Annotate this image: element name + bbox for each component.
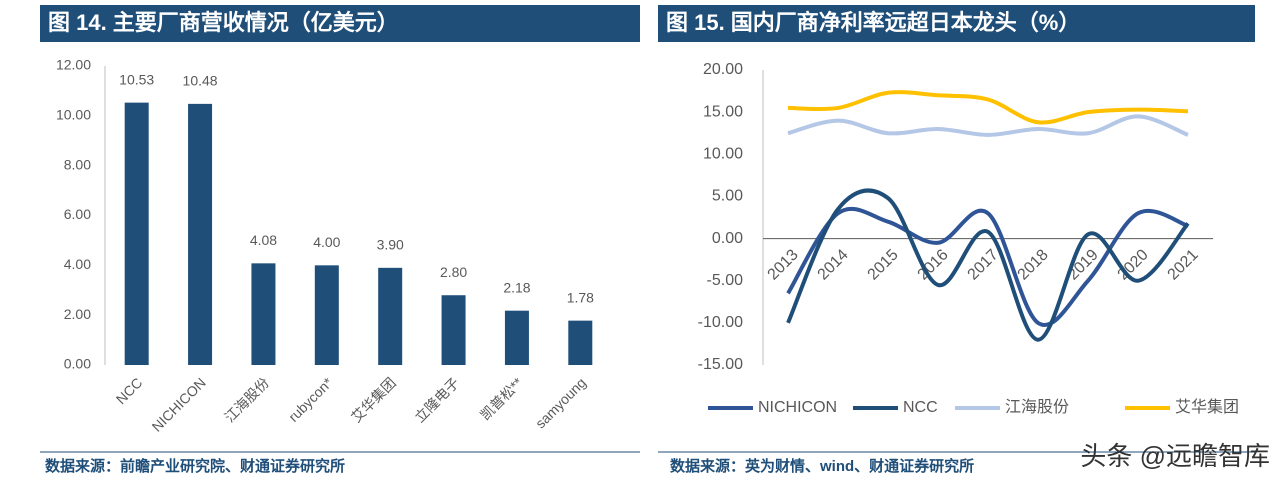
- y-tick-label: 12.00: [56, 57, 91, 73]
- x-tick-label: 凯普松**: [477, 374, 526, 423]
- x-tick-label: 2018: [1015, 246, 1052, 283]
- legend-label: NICHICON: [758, 399, 837, 416]
- x-tick-label: 2017: [965, 246, 1002, 283]
- x-tick-label: rubycon*: [285, 374, 336, 425]
- bar: [251, 263, 276, 365]
- x-tick-label: 立隆电子: [411, 374, 462, 425]
- y-tick-label: 2.00: [64, 306, 91, 322]
- legend-label: 艾华集团: [1175, 398, 1239, 416]
- chart-title: 图 15. 国内厂商净利率远超日本龙头（%）: [666, 10, 1080, 35]
- y-tick-label: 0.00: [712, 230, 743, 247]
- x-tick-label: samyoung: [532, 374, 589, 431]
- y-tick-label: 0.00: [64, 356, 91, 372]
- line-series: [787, 114, 1189, 137]
- value-label: 10.48: [183, 73, 218, 89]
- header-bar: [658, 5, 1255, 42]
- value-label: 4.08: [250, 232, 277, 248]
- bar: [504, 310, 529, 365]
- legend-label: NCC: [903, 399, 938, 416]
- x-tick-label: NCC: [113, 374, 146, 407]
- y-tick-label: -5.00: [707, 272, 744, 289]
- x-tick-label: 艾华集团: [348, 374, 399, 425]
- bar: [568, 320, 593, 365]
- y-tick-label: 4.00: [64, 256, 91, 272]
- y-tick-label: 20.00: [703, 61, 743, 78]
- x-tick-label: NICHICON: [149, 374, 209, 434]
- y-tick-label: 15.00: [703, 103, 743, 120]
- legend-label: 江海股份: [1005, 398, 1069, 416]
- y-tick-label: 10.00: [56, 107, 91, 123]
- line-series: [786, 188, 1190, 342]
- x-tick-label: 2014: [815, 246, 852, 283]
- header-bar: [40, 5, 640, 42]
- value-label: 2.18: [503, 279, 530, 295]
- bar: [124, 102, 149, 365]
- x-tick-label: 2015: [865, 246, 902, 283]
- bar: [314, 265, 339, 365]
- value-label: 3.90: [377, 237, 404, 253]
- chart-title: 图 14. 主要厂商营收情况（亿美元）: [48, 10, 399, 35]
- line-series: [787, 90, 1189, 125]
- bar: [188, 103, 213, 365]
- y-tick-label: 10.00: [703, 146, 743, 163]
- value-label: 1.78: [567, 289, 594, 305]
- y-tick-label: 8.00: [64, 156, 91, 172]
- value-label: 4.00: [313, 234, 340, 250]
- line-series: [786, 206, 1189, 327]
- y-tick-label: 5.00: [712, 188, 743, 205]
- bar: [441, 295, 466, 365]
- x-tick-label: 江海股份: [221, 374, 272, 425]
- y-tick-label: -10.00: [698, 314, 743, 331]
- watermark: 头条 @远瞻智库: [1080, 441, 1270, 471]
- source: 数据来源：英为财情、wind、财通证券研究所: [670, 457, 974, 475]
- y-tick-label: -15.00: [698, 356, 743, 373]
- y-tick-label: 6.00: [64, 206, 91, 222]
- source: 数据来源：前瞻产业研究院、财通证券研究所: [45, 457, 345, 475]
- bar: [378, 267, 403, 365]
- value-label: 10.53: [119, 71, 154, 87]
- value-label: 2.80: [440, 264, 467, 280]
